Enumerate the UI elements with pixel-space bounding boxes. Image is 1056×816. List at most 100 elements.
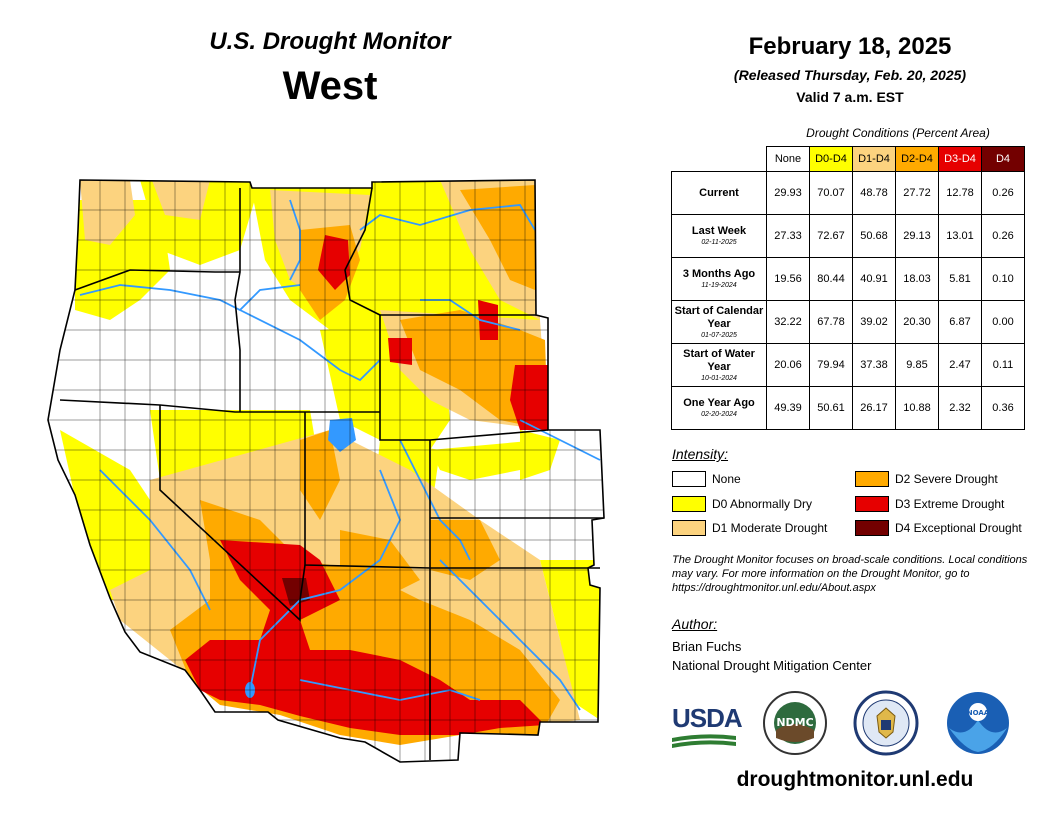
valid-time: Valid 7 a.m. EST: [796, 89, 904, 105]
legend-label: D1 Moderate Drought: [712, 521, 828, 535]
cell-value: 48.78: [852, 171, 896, 215]
cell-value: 0.00: [981, 300, 1025, 344]
legend-label: D0 Abnormally Dry: [712, 497, 813, 511]
great-salt-lake: [328, 418, 356, 452]
legend-swatch: [855, 496, 889, 512]
author-block: Brian Fuchs National Drought Mitigation …: [672, 637, 871, 675]
cell-value: 12.78: [938, 171, 982, 215]
noaa-logo-text: NOAA: [967, 709, 990, 717]
noaa-logo: NOAA: [947, 692, 1009, 754]
cell-value: 10.88: [895, 386, 939, 430]
table-corner: [672, 147, 767, 172]
ndmc-logo: NDMC: [763, 691, 827, 755]
cell-value: 29.93: [766, 171, 810, 215]
col-header-d3-d4: D3-D4: [938, 146, 982, 172]
row-date: 02-11-2025: [701, 239, 737, 246]
cell-value: 19.56: [766, 257, 810, 301]
legend-item-d2: D2 Severe Drought: [855, 471, 998, 487]
row-label: Start of Water Year 10-01-2024: [671, 343, 767, 387]
col-header-none: None: [766, 146, 810, 172]
cell-value: 70.07: [809, 171, 853, 215]
cell-value: 37.38: [852, 343, 896, 387]
cell-value: 50.61: [809, 386, 853, 430]
legend-item-d0: D0 Abnormally Dry: [672, 496, 812, 512]
col-header-d4: D4: [981, 146, 1025, 172]
legend-swatch: [672, 520, 706, 536]
cell-value: 0.26: [981, 214, 1025, 258]
legend-item-none: None: [672, 471, 741, 487]
usda-swoosh-icon: [672, 734, 736, 748]
table-caption: Drought Conditions (Percent Area): [806, 126, 990, 140]
cell-value: 0.26: [981, 171, 1025, 215]
map-date: February 18, 2025: [748, 33, 952, 60]
legend-title: Intensity:: [672, 446, 729, 462]
cell-value: 27.72: [895, 171, 939, 215]
row-date: 11-19-2024: [701, 282, 737, 289]
legend-label: D2 Severe Drought: [895, 472, 998, 486]
table-row: 3 Months Ago 11-19-2024 19.56 80.44 40.91…: [671, 257, 1025, 301]
release-date: (Released Thursday, Feb. 20, 2025): [733, 67, 967, 83]
usda-logo: USDA: [672, 703, 743, 748]
cell-value: 32.22: [766, 300, 810, 344]
cell-value: 2.32: [938, 386, 982, 430]
legend-swatch: [855, 471, 889, 487]
county-lines: [48, 180, 604, 762]
cell-value: 80.44: [809, 257, 853, 301]
col-header-d0-d4: D0-D4: [809, 146, 853, 172]
table-row: Start of Calendar Year 01-07-2025 32.22 6…: [671, 300, 1025, 344]
row-date: 02-20-2024: [701, 411, 737, 418]
cell-value: 49.39: [766, 386, 810, 430]
cell-value: 50.68: [852, 214, 896, 258]
ndmc-logo-text: NDMC: [776, 716, 813, 729]
cell-value: 67.78: [809, 300, 853, 344]
cell-value: 0.10: [981, 257, 1025, 301]
cell-value: 5.81: [938, 257, 982, 301]
row-label: Current: [671, 171, 767, 215]
state-borders: [47, 179, 605, 763]
usda-logo-text: USDA: [672, 703, 743, 733]
cell-value: 13.01: [938, 214, 982, 258]
cell-value: 27.33: [766, 214, 810, 258]
table-row: Current 29.93 70.07 48.78 27.72 12.78 0.…: [671, 171, 1025, 215]
author-heading: Author:: [672, 616, 718, 632]
legend-label: D3 Extreme Drought: [895, 497, 1005, 511]
cell-value: 20.30: [895, 300, 939, 344]
drought-conditions-table: None D0-D4 D1-D4 D2-D4 D3-D4 D4 Current …: [671, 146, 1025, 430]
col-header-d2-d4: D2-D4: [895, 146, 939, 172]
disclaimer-note: The Drought Monitor focuses on broad-sca…: [672, 554, 1028, 594]
legend-item-d1: D1 Moderate Drought: [672, 520, 827, 536]
cell-value: 39.02: [852, 300, 896, 344]
cell-value: 0.36: [981, 386, 1025, 430]
row-date: 01-07-2025: [701, 331, 737, 339]
author-org: National Drought Mitigation Center: [672, 658, 872, 673]
cell-value: 9.85: [895, 343, 939, 387]
cell-value: 6.87: [938, 300, 982, 344]
table-row: Start of Water Year 10-01-2024 20.06 79.9…: [671, 343, 1025, 387]
cell-value: 0.11: [981, 343, 1025, 387]
legend-swatch: [855, 520, 889, 536]
cell-value: 72.67: [809, 214, 853, 258]
col-header-d1-d4: D1-D4: [852, 146, 896, 172]
product-title: U.S. Drought Monitor: [209, 28, 451, 55]
row-label: Start of Calendar Year 01-07-2025: [671, 300, 767, 344]
region-title: West: [282, 64, 378, 108]
legend-swatch: [672, 471, 706, 487]
table-row: One Year Ago 02-20-2024 49.39 50.61 26.17…: [671, 386, 1025, 430]
cell-value: 29.13: [895, 214, 939, 258]
row-label: 3 Months Ago 11-19-2024: [671, 257, 767, 301]
legend-item-d4: D4 Exceptional Drought: [855, 520, 1022, 536]
table-row: Last Week 02-11-2025 27.33 72.67 50.68 29…: [671, 214, 1025, 258]
row-label: Last Week 02-11-2025: [671, 214, 767, 258]
author-name: Brian Fuchs: [672, 639, 742, 654]
legend-item-d3: D3 Extreme Drought: [855, 496, 1004, 512]
website-url[interactable]: droughtmonitor.unl.edu: [736, 768, 974, 791]
legend-label: D4 Exceptional Drought: [895, 521, 1022, 535]
cell-value: 26.17: [852, 386, 896, 430]
cell-value: 40.91: [852, 257, 896, 301]
cell-value: 79.94: [809, 343, 853, 387]
legend-label: None: [712, 472, 741, 486]
cell-value: 2.47: [938, 343, 982, 387]
legend-swatch: [672, 496, 706, 512]
cell-value: 18.03: [895, 257, 939, 301]
cell-value: 20.06: [766, 343, 810, 387]
